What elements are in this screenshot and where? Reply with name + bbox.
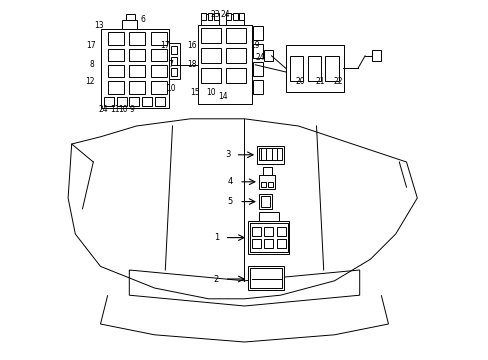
Bar	[151, 81, 167, 94]
Bar	[142, 97, 152, 106]
Bar	[226, 14, 244, 25]
Bar	[107, 32, 123, 45]
Bar	[201, 28, 221, 43]
Text: 4: 4	[227, 177, 232, 186]
Bar	[104, 97, 114, 106]
Bar	[201, 68, 221, 83]
Bar	[247, 266, 284, 290]
Bar	[122, 20, 136, 29]
Bar	[239, 13, 244, 20]
Bar	[253, 44, 262, 58]
Bar	[154, 97, 164, 106]
Bar	[262, 167, 271, 175]
Text: 21: 21	[315, 77, 324, 86]
Text: 16: 16	[186, 41, 196, 50]
Bar	[129, 32, 145, 45]
Bar	[170, 46, 177, 54]
Bar	[226, 28, 246, 43]
Bar	[151, 32, 167, 45]
Bar	[264, 239, 273, 248]
Bar	[201, 13, 205, 20]
Text: 24: 24	[99, 105, 108, 114]
Bar	[267, 182, 273, 187]
Bar	[168, 43, 179, 79]
Bar	[197, 25, 251, 104]
Bar	[107, 49, 123, 61]
Bar	[253, 62, 262, 76]
Text: 10: 10	[118, 105, 128, 114]
Text: 11: 11	[110, 105, 120, 114]
Bar	[226, 13, 231, 20]
Text: 15: 15	[190, 89, 199, 98]
Bar	[257, 146, 284, 164]
Bar	[276, 239, 285, 248]
Bar	[201, 14, 219, 25]
Text: 22: 22	[333, 77, 342, 86]
Text: 9: 9	[129, 105, 134, 114]
Text: 6: 6	[140, 15, 145, 24]
Bar	[264, 227, 273, 236]
Text: 17: 17	[86, 41, 96, 50]
Bar	[214, 13, 219, 20]
Bar	[125, 14, 134, 20]
Bar	[258, 175, 275, 189]
Bar	[289, 56, 303, 81]
Bar	[201, 48, 221, 63]
Bar	[258, 212, 278, 221]
Bar	[260, 182, 265, 187]
Bar	[247, 221, 289, 254]
Text: 18: 18	[186, 60, 196, 69]
Text: 2: 2	[213, 275, 219, 284]
Bar	[253, 80, 262, 94]
Bar	[107, 65, 123, 77]
Bar	[232, 13, 237, 20]
Bar	[264, 50, 273, 61]
Text: 20: 20	[295, 77, 305, 86]
Bar	[101, 29, 168, 108]
Text: 24: 24	[221, 10, 230, 19]
Bar	[258, 194, 271, 209]
Bar	[107, 81, 123, 94]
Bar	[129, 65, 145, 77]
Bar	[207, 13, 212, 20]
Bar	[260, 196, 269, 207]
Bar	[129, 81, 145, 94]
Text: 10: 10	[165, 84, 175, 93]
Text: 3: 3	[225, 150, 230, 159]
Bar	[258, 148, 282, 160]
Bar	[151, 49, 167, 61]
Bar	[253, 26, 262, 40]
Bar	[226, 68, 246, 83]
Bar	[251, 239, 260, 248]
Bar	[249, 223, 287, 252]
Bar	[325, 56, 339, 81]
Bar	[276, 227, 285, 236]
Bar	[371, 50, 381, 61]
Bar	[307, 56, 321, 81]
Bar	[129, 97, 139, 106]
Bar	[129, 49, 145, 61]
Bar	[226, 48, 246, 63]
Bar	[249, 268, 282, 288]
Bar	[117, 97, 126, 106]
Bar	[251, 227, 260, 236]
Bar	[170, 57, 177, 65]
Text: 13: 13	[94, 21, 103, 30]
Bar	[285, 45, 343, 92]
Text: 24: 24	[255, 53, 265, 62]
Text: 12: 12	[85, 77, 95, 86]
Text: 1: 1	[213, 233, 219, 242]
Text: 5: 5	[227, 197, 232, 206]
Text: 17: 17	[160, 41, 170, 50]
Text: 8: 8	[89, 60, 94, 69]
Bar	[170, 68, 177, 76]
Text: 23: 23	[210, 10, 220, 19]
Text: 14: 14	[218, 92, 227, 101]
Bar	[151, 65, 167, 77]
Text: 19: 19	[250, 41, 260, 50]
Text: 10: 10	[206, 89, 215, 98]
Text: 7: 7	[168, 60, 173, 69]
